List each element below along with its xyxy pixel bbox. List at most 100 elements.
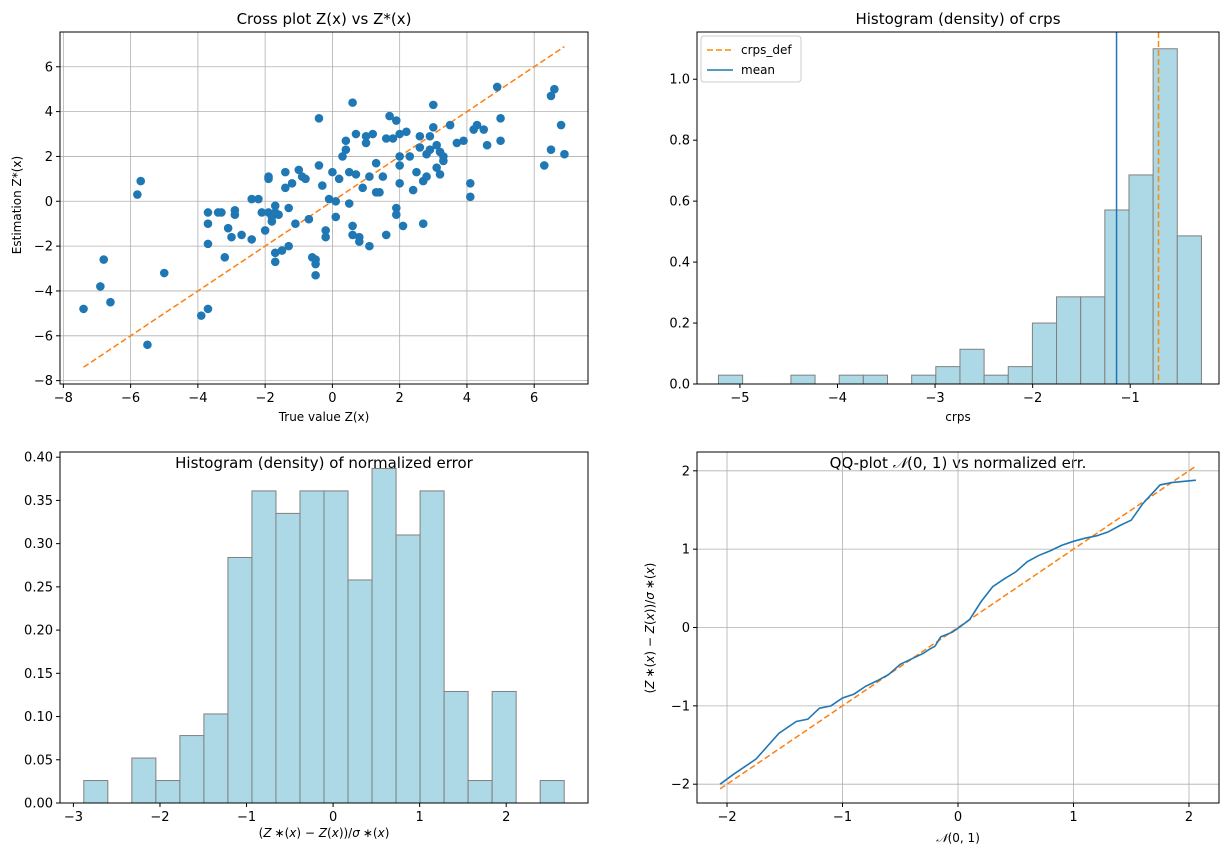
scatter-point <box>435 170 445 179</box>
y-tick-label: −2 <box>34 240 53 255</box>
scatter-point <box>321 232 330 242</box>
x-tick-label: −4 <box>828 391 847 406</box>
scatter-point <box>264 174 273 184</box>
scatter-point <box>560 149 569 159</box>
x-tick-label: −3 <box>64 810 83 825</box>
scatter-point <box>422 172 431 181</box>
scatter-point <box>556 120 566 130</box>
scatter-point <box>452 138 462 148</box>
reference-line <box>719 465 1197 790</box>
x-tick-label: −6 <box>121 391 140 406</box>
scatter-point <box>318 181 327 190</box>
y-tick-label: 0 <box>682 621 690 636</box>
scatter-point <box>351 170 361 179</box>
scatter-point <box>314 114 324 123</box>
scatter-point <box>281 183 290 193</box>
x-tick-label: −1 <box>1121 391 1140 406</box>
y-tick-label: 0.35 <box>24 494 53 509</box>
hist-bar <box>179 735 205 804</box>
x-tick-label: −2 <box>256 391 275 406</box>
hist-bar <box>299 490 325 804</box>
scatter-point <box>96 282 105 291</box>
hist-bar <box>275 512 301 804</box>
y-tick-label: 0.8 <box>669 134 690 149</box>
x-tick-label: 0 <box>328 391 336 406</box>
y-tick-label: 2 <box>682 464 690 479</box>
scatter-point <box>368 129 378 139</box>
hist-bar <box>371 467 397 804</box>
hist-bar <box>323 490 349 804</box>
hist-bar <box>983 374 1009 385</box>
x-tick-label: −2 <box>1023 391 1042 406</box>
scatter-point <box>496 136 505 146</box>
scatter-point <box>445 120 455 130</box>
axes-frame <box>696 31 1220 385</box>
norm-hist-xlabel: (Z ∗(x) − Z(x))/σ ∗(x) <box>259 826 390 840</box>
hist-bar <box>539 780 565 804</box>
y-tick-label: 0 <box>45 195 53 210</box>
legend-label-mean: mean <box>741 63 775 77</box>
scatter-point <box>321 226 330 235</box>
hist-bar <box>443 690 469 804</box>
x-tick-label: −4 <box>188 391 207 406</box>
y-tick-label: −8 <box>34 374 53 389</box>
hist-bar <box>203 713 229 804</box>
scatter-point <box>425 131 435 141</box>
scatter-point <box>338 152 347 161</box>
x-tick-label: −5 <box>730 391 749 406</box>
scatter-point <box>274 210 283 220</box>
cross-plot-panel: Cross plot Z(x) vs Z*(x) True value Z(x)… <box>10 10 589 424</box>
hist-bar <box>155 780 181 804</box>
x-tick-label: 2 <box>1185 810 1193 825</box>
scatter-point <box>395 161 404 170</box>
scatter-point <box>159 268 169 278</box>
scatter-point <box>106 297 115 307</box>
scatter-point <box>348 230 357 240</box>
hist-bar <box>1031 322 1058 385</box>
scatter-point <box>415 131 425 141</box>
hist-bar <box>1176 235 1202 385</box>
x-tick-label: 6 <box>530 391 538 406</box>
scatter-point <box>254 194 263 204</box>
scatter-point <box>331 196 341 206</box>
crps-histogram-panel: Histogram (density) of crps crps crps_de… <box>669 10 1220 424</box>
y-tick-label: 0.05 <box>24 753 53 768</box>
scatter-point <box>270 248 280 258</box>
scatter-point <box>203 208 213 217</box>
y-tick-label: 1 <box>682 543 690 558</box>
y-tick-label: 1.0 <box>669 73 690 88</box>
y-tick-label: 0.4 <box>669 256 690 271</box>
hist-bar <box>935 366 961 385</box>
y-tick-label: 0.6 <box>669 195 690 210</box>
scatter-point <box>203 304 213 314</box>
scatter-point <box>294 165 304 175</box>
scatter-point <box>324 194 334 204</box>
scatter-point <box>418 219 428 228</box>
scatter-point <box>546 91 556 101</box>
scatter-point <box>196 311 206 320</box>
scatter-point <box>203 219 213 228</box>
legend-label-crps_def: crps_def <box>741 43 792 57</box>
y-tick-label: −4 <box>34 284 53 299</box>
normalized-error-histogram-panel: Histogram (density) of normalized error … <box>24 451 589 840</box>
scatter-point <box>257 208 267 217</box>
scatter-point <box>237 230 246 240</box>
hist-bar <box>395 534 421 804</box>
y-tick-label: 2 <box>45 150 53 165</box>
scatter-point <box>301 174 310 184</box>
hist-bar <box>1080 296 1106 385</box>
x-tick-label: 1 <box>416 810 424 825</box>
y-tick-label: 0.00 <box>24 797 53 812</box>
scatter-point <box>281 167 290 177</box>
norm-hist-title: Histogram (density) of normalized error <box>175 454 474 472</box>
scatter-point <box>392 203 401 213</box>
hist-bar <box>251 490 277 804</box>
x-tick-label: 2 <box>502 810 510 825</box>
scatter-point <box>270 257 280 267</box>
scatter-point <box>392 210 401 220</box>
qq-plot-xlabel: 𝒩(0, 1) <box>936 831 980 845</box>
scatter-point <box>270 201 280 211</box>
hist-bar <box>491 690 517 804</box>
scatter-point <box>314 161 324 170</box>
